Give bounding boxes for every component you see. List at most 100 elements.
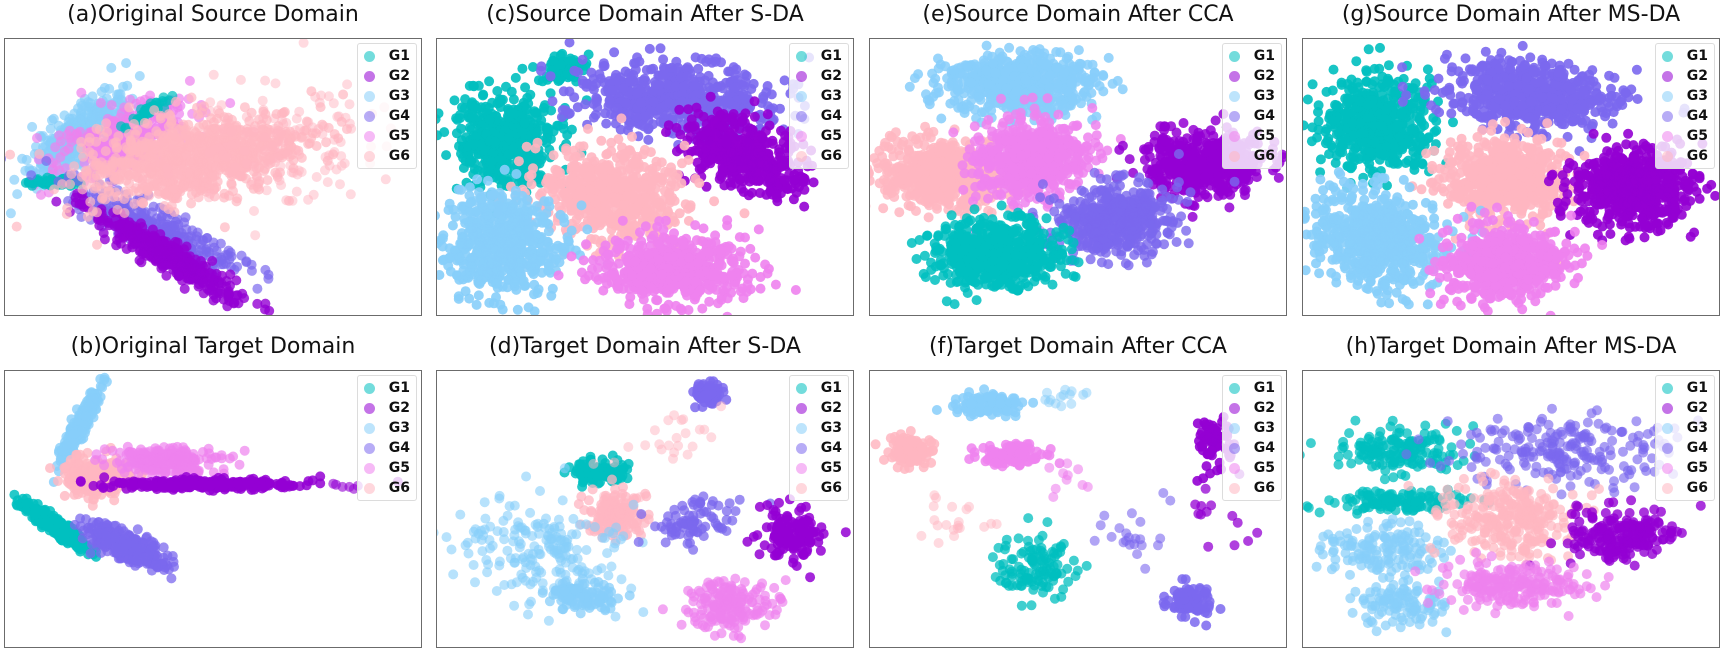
cluster-g5 bbox=[657, 573, 791, 644]
legend-marker-icon bbox=[1228, 422, 1240, 434]
scatter-points bbox=[5, 39, 396, 315]
legend-marker-icon bbox=[363, 402, 375, 414]
legend-marker-icon bbox=[795, 50, 807, 62]
cluster-g6 bbox=[137, 39, 396, 241]
legend-marker-icon bbox=[1661, 110, 1673, 122]
legend-marker-icon bbox=[363, 70, 375, 82]
legend-marker-icon bbox=[1228, 402, 1240, 414]
legend-item-g4: G4 bbox=[795, 438, 842, 458]
cluster-g5 bbox=[948, 92, 1126, 236]
legend-label: G5 bbox=[1686, 460, 1708, 476]
legend-marker-icon bbox=[795, 402, 807, 414]
legend-label: G2 bbox=[388, 400, 410, 416]
legend-item-g6: G6 bbox=[363, 146, 410, 166]
cluster-g3 bbox=[537, 573, 635, 619]
legend-label: G6 bbox=[820, 480, 842, 496]
cluster-g3 bbox=[1303, 167, 1487, 310]
legend-label: G5 bbox=[820, 460, 842, 476]
legend-item-g3: G3 bbox=[363, 86, 410, 106]
legend-item-g1: G1 bbox=[795, 46, 842, 66]
cluster-g3 bbox=[437, 164, 613, 315]
cluster-g1 bbox=[906, 200, 1084, 310]
cluster-g6 bbox=[870, 426, 940, 474]
plot-area: G1 G2 G3 G4 G5 G6 bbox=[869, 38, 1287, 316]
scatter-points bbox=[9, 372, 403, 584]
legend-label: G1 bbox=[1253, 48, 1275, 64]
panel-title: (g)Source Domain After MS-DA bbox=[1341, 2, 1681, 27]
legend-marker-icon bbox=[363, 130, 375, 142]
legend-item-g3: G3 bbox=[1661, 86, 1708, 106]
panel-title: (a)Original Source Domain bbox=[67, 2, 359, 27]
legend-item-g5: G5 bbox=[1228, 458, 1275, 478]
cluster-g1 bbox=[1303, 415, 1480, 504]
legend-marker-icon bbox=[795, 422, 807, 434]
legend: G1 G2 G3 G4 G5 G6 bbox=[1221, 43, 1282, 169]
legend-marker-icon bbox=[795, 70, 807, 82]
cluster-g6 bbox=[916, 490, 1002, 548]
legend-item-g6: G6 bbox=[795, 146, 842, 166]
legend-marker-icon bbox=[795, 462, 807, 474]
legend-marker-icon bbox=[795, 442, 807, 454]
legend-label: G3 bbox=[1686, 88, 1708, 104]
legend-marker-icon bbox=[795, 110, 807, 122]
legend-marker-icon bbox=[363, 442, 375, 454]
scatter-points bbox=[437, 39, 819, 315]
legend-label: G2 bbox=[1253, 68, 1275, 84]
legend-label: G2 bbox=[1686, 400, 1708, 416]
legend-item-g4: G4 bbox=[1228, 438, 1275, 458]
legend: G1 G2 G3 G4 G5 G6 bbox=[788, 43, 849, 169]
cluster-g6 bbox=[1407, 116, 1608, 270]
legend: G1 G2 G3 G4 G5 G6 bbox=[788, 375, 849, 501]
legend: G1 G2 G3 G4 G5 G6 bbox=[356, 43, 417, 169]
legend-item-g3: G3 bbox=[363, 418, 410, 438]
legend-marker-icon bbox=[1661, 130, 1673, 142]
cluster-g3 bbox=[931, 384, 1039, 422]
legend-marker-icon bbox=[363, 50, 375, 62]
legend-label: G6 bbox=[1253, 480, 1275, 496]
cluster-g5 bbox=[1044, 458, 1093, 502]
legend-label: G2 bbox=[1686, 68, 1708, 84]
legend-marker-icon bbox=[1661, 70, 1673, 82]
cluster-g4 bbox=[69, 513, 179, 584]
legend-item-g2: G2 bbox=[795, 66, 842, 86]
legend-marker-icon bbox=[795, 382, 807, 394]
legend-marker-icon bbox=[363, 422, 375, 434]
legend-marker-icon bbox=[1228, 110, 1240, 122]
legend-item-g5: G5 bbox=[795, 126, 842, 146]
legend-item-g3: G3 bbox=[1661, 418, 1708, 438]
legend-label: G3 bbox=[388, 420, 410, 436]
legend-item-g4: G4 bbox=[795, 106, 842, 126]
legend-item-g2: G2 bbox=[1661, 66, 1708, 86]
legend-item-g6: G6 bbox=[1228, 478, 1275, 498]
cluster-g2 bbox=[742, 494, 851, 583]
legend-label: G5 bbox=[820, 128, 842, 144]
legend-marker-icon bbox=[363, 90, 375, 102]
legend-item-g3: G3 bbox=[795, 86, 842, 106]
cluster-g2 bbox=[1543, 128, 1719, 246]
legend-marker-icon bbox=[363, 110, 375, 122]
legend-label: G3 bbox=[388, 88, 410, 104]
panel-title: (f)Target Domain After CCA bbox=[929, 334, 1227, 359]
legend-label: G6 bbox=[1253, 148, 1275, 164]
legend-item-g5: G5 bbox=[1228, 126, 1275, 146]
legend-label: G6 bbox=[1686, 148, 1708, 164]
legend-marker-icon bbox=[363, 482, 375, 494]
legend-item-g1: G1 bbox=[1661, 378, 1708, 398]
cluster-g5 bbox=[1414, 201, 1608, 315]
legend-marker-icon bbox=[1661, 482, 1673, 494]
legend-label: G3 bbox=[1253, 88, 1275, 104]
legend-marker-icon bbox=[1661, 382, 1673, 394]
legend-item-g4: G4 bbox=[1661, 106, 1708, 126]
legend-marker-icon bbox=[363, 150, 375, 162]
legend-label: G4 bbox=[820, 440, 842, 456]
legend-item-g4: G4 bbox=[363, 438, 410, 458]
legend-label: G1 bbox=[388, 380, 410, 396]
cluster-g4 bbox=[1089, 488, 1176, 574]
legend-marker-icon bbox=[1228, 150, 1240, 162]
legend-marker-icon bbox=[795, 130, 807, 142]
legend-label: G2 bbox=[1253, 400, 1275, 416]
legend-marker-icon bbox=[1228, 462, 1240, 474]
legend-label: G3 bbox=[1253, 420, 1275, 436]
legend-item-g6: G6 bbox=[1661, 478, 1708, 498]
legend-marker-icon bbox=[1661, 150, 1673, 162]
